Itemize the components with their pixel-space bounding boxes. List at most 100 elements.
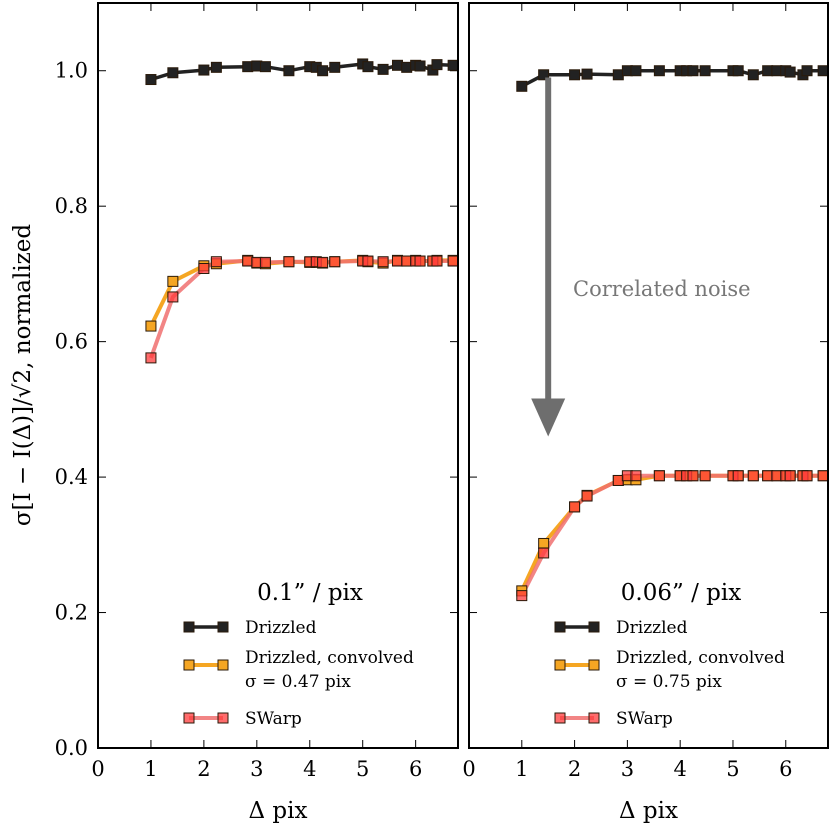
data-point [259, 61, 271, 73]
legend-marker [183, 712, 195, 724]
data-point [145, 320, 157, 332]
panel-right: 0 1 2 3 4 5 6 Δ pix Correlated noise 0.06” / pix D… [462, 2, 829, 824]
legend-label-1-line2: σ = 0.75 pix [616, 672, 722, 692]
legend-title: 0.06” / pix [621, 580, 741, 606]
y-tick-label: 0.8 [55, 194, 88, 218]
data-point [762, 470, 774, 482]
data-point [167, 67, 179, 79]
data-point [762, 65, 774, 77]
data-point [516, 80, 528, 92]
data-point [801, 470, 813, 482]
data-point [362, 61, 374, 73]
x-tick-label: 1 [144, 757, 157, 781]
data-point [687, 470, 699, 482]
legend-marker [183, 659, 195, 671]
legend-marker [217, 621, 229, 633]
legend-marker [554, 659, 566, 671]
data-point [699, 65, 711, 77]
data-point [414, 255, 426, 267]
data-point [210, 256, 222, 268]
data-point [259, 256, 271, 268]
data-point [538, 547, 550, 559]
x-tick-label: 3 [621, 757, 634, 781]
data-point [569, 69, 581, 81]
series-line-2 [520, 473, 824, 597]
data-point [801, 65, 813, 77]
legend-label-1: Drizzled, convolved [616, 648, 785, 668]
data-point [317, 65, 329, 77]
legend-marker [554, 712, 566, 724]
data-point [687, 65, 699, 77]
data-point [732, 65, 744, 77]
legend-marker [217, 659, 229, 671]
data-point [747, 69, 759, 81]
data-point [198, 262, 210, 274]
x-tick-label: 4 [673, 757, 686, 781]
y-tick-label: 0.4 [55, 465, 88, 489]
data-point [630, 470, 642, 482]
data-point [516, 590, 528, 602]
data-point [784, 66, 796, 78]
data-point [167, 291, 179, 303]
legend-marker [588, 659, 600, 671]
data-point [538, 537, 550, 549]
y-axis-label: σ[I − I(Δ)]/√2, normalized [10, 224, 36, 527]
legend-label-2: SWarp [245, 709, 302, 729]
x-tick-label: 3 [250, 757, 263, 781]
series-line-1 [149, 258, 454, 327]
data-point [391, 59, 403, 71]
data-point [447, 255, 458, 267]
x-tick-label: 2 [568, 757, 581, 781]
data-point [732, 470, 744, 482]
data-point [391, 255, 403, 267]
x-tick-label: 4 [303, 757, 316, 781]
data-point [699, 470, 711, 482]
data-point [817, 65, 828, 77]
x-tick-label: 5 [726, 757, 739, 781]
data-point [581, 68, 593, 80]
x-tick-label: 6 [779, 757, 792, 781]
data-point [242, 61, 254, 73]
x-tick-label: 0 [462, 757, 475, 781]
y-tick-label: 1.0 [55, 59, 88, 83]
x-axis-label: Δ pix [619, 798, 678, 824]
y-tick-label: 0.2 [55, 601, 88, 625]
data-point [210, 61, 222, 73]
x-tick-label: 0 [91, 757, 104, 781]
x-tick-label: 2 [197, 757, 210, 781]
data-point [784, 470, 796, 482]
data-point [653, 65, 665, 77]
data-point [653, 470, 665, 482]
axes-frame [468, 2, 829, 749]
data-point [569, 501, 581, 513]
data-point [377, 256, 389, 268]
legend-marker [588, 621, 600, 633]
x-tick-label: 6 [409, 757, 422, 781]
data-point [447, 59, 458, 71]
data-point [747, 470, 759, 482]
data-point [329, 256, 341, 268]
panel-left: 0 1 2 3 4 5 6 0.0 0.2 0.4 0.6 0.8 1.0 Δ pix 0.1” / pix… [55, 2, 459, 824]
data-point [612, 69, 624, 81]
annotation-text: Correlated noise [573, 277, 751, 301]
x-tick-label: 1 [515, 757, 528, 781]
series-line-2 [149, 259, 454, 359]
data-point [283, 65, 295, 77]
data-point [414, 60, 426, 72]
arrow-head [531, 398, 566, 437]
legend-label-0: Drizzled [616, 618, 688, 638]
legend-marker [183, 621, 195, 633]
data-point [242, 255, 254, 267]
legend-label-1-line2: σ = 0.47 pix [245, 672, 351, 692]
data-point [377, 63, 389, 75]
legend-marker [588, 712, 600, 724]
data-point [817, 470, 828, 482]
legend-label-2: SWarp [616, 709, 673, 729]
axes-frame [97, 2, 459, 749]
legend-marker [217, 712, 229, 724]
plot-area [145, 58, 458, 364]
y-tick-label: 0.0 [55, 736, 88, 760]
series-line-1 [519, 473, 824, 592]
data-point [362, 255, 374, 267]
